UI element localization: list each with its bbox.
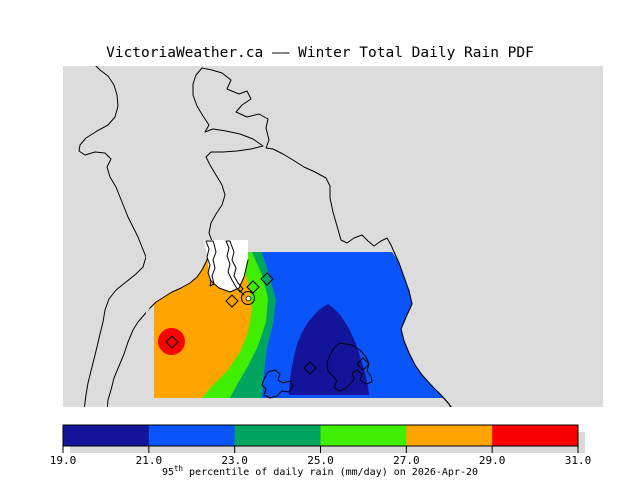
- colorbar-cell: [148, 425, 236, 446]
- station-diamond-icon: [225, 294, 239, 308]
- curl-islet: [245, 295, 252, 302]
- station-diamond-icon: [303, 361, 317, 375]
- colorbar: 19.0 21.0 23.0 25.0 27.0 29.0 31.0 95th percen…: [50, 424, 592, 478]
- colorbar-cell: [234, 425, 321, 446]
- colorbar-cells: [63, 425, 579, 446]
- colorbar-tick-label: 31.0: [565, 454, 592, 467]
- land-main: [106, 67, 452, 407]
- colorbar-tick-label: 25.0: [307, 454, 334, 467]
- portage-inlet-curl: [241, 291, 255, 305]
- colorbar-tick-label: 23.0: [221, 454, 248, 467]
- harbour-pocket-land: [204, 240, 248, 292]
- coastline-east-redraw: [393, 251, 452, 407]
- colorbar-ticks: 19.0 21.0 23.0 25.0 27.0 29.0 31.0: [50, 446, 592, 467]
- harbour-pocket-coast: [209, 259, 249, 293]
- colorbar-cell: [406, 425, 493, 446]
- band-19-21-minimum: [289, 304, 369, 395]
- station-diamond-icon: [260, 272, 274, 286]
- inlet-arm-east: [225, 240, 244, 293]
- map-region: [63, 66, 603, 407]
- band-29-31-maximum: [158, 328, 185, 355]
- colorbar-tick-label: 27.0: [393, 454, 420, 467]
- colorbar-tick-label: 21.0: [136, 454, 163, 467]
- colorbar-cell: [320, 425, 407, 446]
- colorbar-tick-label: 19.0: [50, 454, 77, 467]
- colorbar-cell: [492, 425, 579, 446]
- station-markers: [165, 272, 370, 375]
- station-diamond-icon: [246, 280, 260, 294]
- station-diamond-icon: [356, 357, 370, 371]
- lake-small-outline: [261, 369, 294, 399]
- colorbar-tick-label: 29.0: [479, 454, 506, 467]
- land-west: [78, 66, 147, 407]
- plot-title: VictoriaWeather.ca —— Winter Total Daily…: [106, 45, 534, 61]
- station-diamond-icon: [165, 335, 179, 349]
- colorbar-caption: 95th percentile of daily rain (mm/day) o…: [162, 464, 478, 478]
- colorbar-cell: [63, 425, 150, 446]
- inlet-arm-west: [205, 240, 217, 287]
